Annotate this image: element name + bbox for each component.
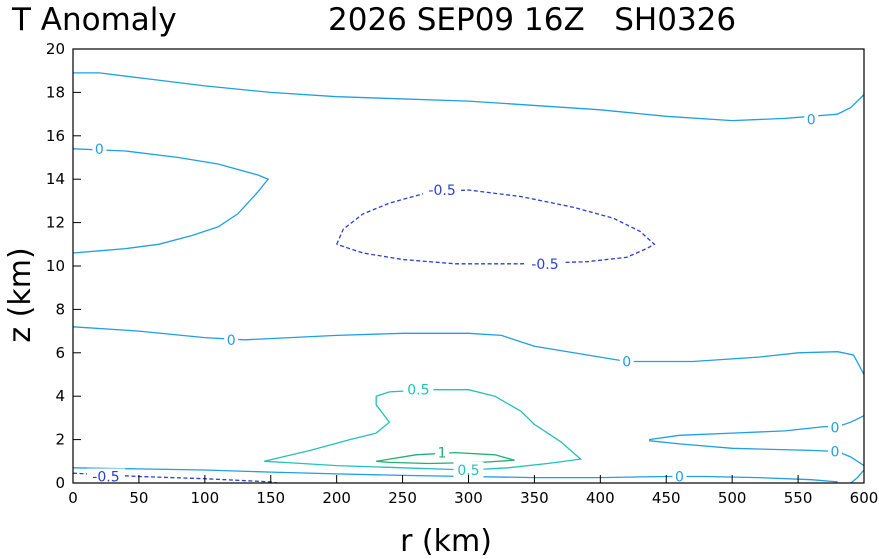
contour-label: 0 bbox=[622, 354, 631, 370]
y-tick-label: 12 bbox=[46, 214, 65, 232]
y-tick-label: 10 bbox=[46, 257, 65, 275]
contour-label: 0.5 bbox=[457, 463, 479, 479]
y-tick-label: 2 bbox=[55, 431, 65, 449]
x-tick-label: 600 bbox=[850, 489, 879, 507]
contour-label: 0 bbox=[675, 469, 684, 485]
x-tick-label: 450 bbox=[652, 489, 681, 507]
contour-label: 0.5 bbox=[407, 383, 429, 399]
x-tick-label: 100 bbox=[191, 489, 220, 507]
contour-line-pos-1 bbox=[72, 148, 270, 254]
y-tick-label: 18 bbox=[46, 83, 65, 101]
contour-label-bg bbox=[403, 381, 434, 398]
plot-frame bbox=[72, 48, 865, 484]
y-axis-ticks: 0 2 4 6 8 10 12 14 16 18 20 bbox=[46, 40, 81, 492]
contour-line-pos-5 bbox=[72, 467, 838, 483]
contour-label-bg bbox=[453, 461, 484, 478]
x-tick-label: 500 bbox=[718, 489, 747, 507]
contour-label-bg bbox=[827, 443, 842, 460]
x-tick-label: 300 bbox=[454, 489, 483, 507]
contour-label-bg bbox=[804, 111, 819, 128]
x-axis-label: r (km) bbox=[400, 524, 492, 559]
contour-line-pos-9 bbox=[264, 389, 583, 471]
contour-label: 0 bbox=[831, 445, 840, 461]
contour-lines bbox=[72, 72, 865, 484]
x-tick-label: 150 bbox=[256, 489, 285, 507]
chart-title-left: T Anomaly bbox=[11, 2, 177, 38]
contour-label-bg bbox=[619, 353, 634, 370]
contour-label: -0.5 bbox=[531, 257, 558, 273]
y-tick-label: 8 bbox=[55, 300, 65, 318]
contour-line-pos-3 bbox=[649, 415, 865, 441]
x-tick-label: 400 bbox=[586, 489, 615, 507]
x-tick-label: 250 bbox=[388, 489, 417, 507]
x-tick-label: 550 bbox=[784, 489, 813, 507]
x-tick-label: 200 bbox=[322, 489, 351, 507]
contour-line-pos-6 bbox=[850, 469, 865, 484]
chart-title-right: 2026 SEP09 16Z SH0326 bbox=[328, 2, 736, 38]
y-tick-label: 0 bbox=[55, 474, 65, 492]
y-tick-label: 16 bbox=[46, 127, 65, 145]
x-tick-label: 50 bbox=[129, 489, 148, 507]
contour-label-bg bbox=[525, 255, 564, 272]
y-tick-label: 4 bbox=[55, 387, 65, 405]
contour-label: 0 bbox=[227, 333, 236, 349]
y-tick-label: 20 bbox=[46, 40, 65, 58]
contour-label-bg bbox=[224, 331, 239, 348]
contour-label-bg bbox=[827, 419, 842, 436]
contour-label: 0 bbox=[95, 142, 104, 158]
x-axis-ticks: 0 50 100 150 200 250 300 350 400 450 500 550 600 bbox=[68, 475, 878, 507]
contour-label-bg bbox=[672, 468, 687, 485]
y-tick-label: 14 bbox=[46, 170, 65, 188]
contour-line-pos-4 bbox=[649, 440, 865, 467]
contour-label-bg bbox=[435, 444, 450, 461]
contour-label: 1 bbox=[438, 446, 447, 462]
contour-label-bg bbox=[92, 140, 107, 157]
contour-label: 0 bbox=[831, 421, 840, 437]
contour-line-neg-7 bbox=[336, 189, 656, 265]
contour-line-pos-10 bbox=[376, 451, 515, 465]
y-tick-label: 6 bbox=[55, 344, 65, 362]
y-axis-label: z (km) bbox=[3, 247, 38, 342]
contour-label-bg bbox=[86, 468, 125, 485]
contour-line-pos-0 bbox=[73, 72, 865, 122]
contour-label: 0 bbox=[807, 113, 816, 129]
contour-line-pos-2 bbox=[72, 326, 865, 375]
contour-label: -0.5 bbox=[428, 183, 455, 199]
contour-label-bg bbox=[423, 182, 462, 199]
contour-label: -0.5 bbox=[92, 469, 119, 485]
x-tick-label: 0 bbox=[68, 489, 78, 507]
x-tick-label: 350 bbox=[520, 489, 549, 507]
contour-labels: 0 0 0 0 0 0 0 -0.5 -0.5 -0.5 0.5 0.5 1 bbox=[86, 111, 842, 485]
